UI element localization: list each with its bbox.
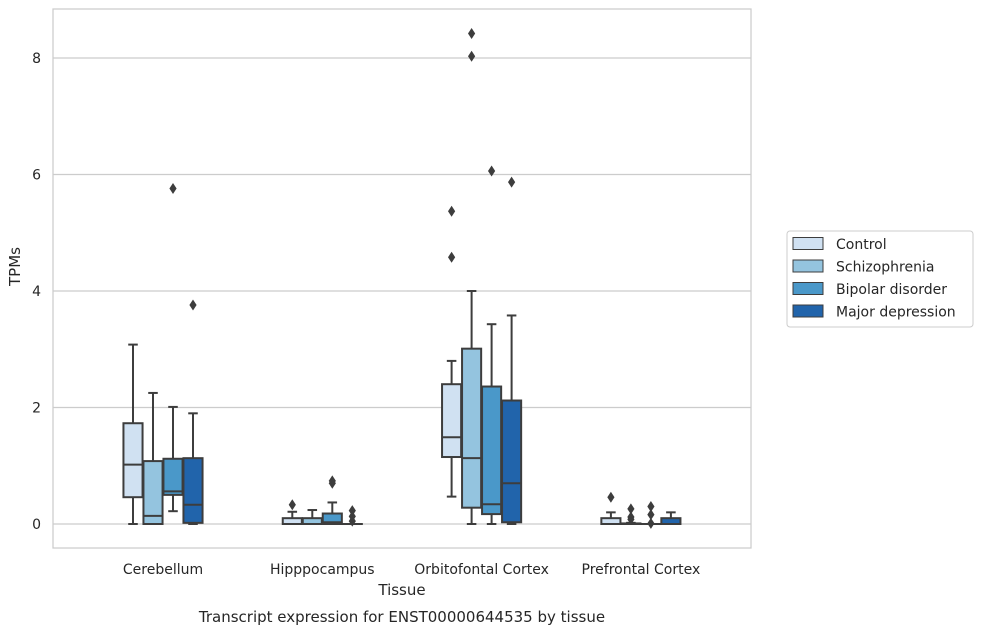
outlier-point [348,505,356,517]
chart-caption: Transcript expression for ENST0000064453… [198,608,605,626]
y-tick-label: 8 [32,51,41,67]
y-tick-label: 2 [32,401,41,417]
legend-label: Control [836,237,887,253]
box-iqr [182,457,204,524]
box-iqr [501,399,523,524]
box [182,299,204,525]
legend-frame [786,230,974,328]
legend-item: Schizophrenia [792,259,934,276]
box [600,491,622,525]
box-series [122,28,682,529]
outlier-point [488,165,496,177]
box-iqr [162,457,184,496]
box [620,503,642,525]
x-tick-label: Orbitofontal Cortex [414,562,549,578]
outlier-point [607,491,615,503]
x-tick-label: Cerebellum [123,562,203,578]
box [142,391,164,525]
plot-frame [52,8,752,549]
legend-swatch [792,259,824,273]
x-tick-labels: Cerebellum Hipppocampus Orbitofontal Corte… [123,562,700,578]
legend: Control Schizophrenia Bipolar disorder Majo… [786,230,974,328]
box [301,509,323,525]
outlier-point [647,509,655,521]
outlier-point [348,510,356,522]
outlier-point [468,50,476,62]
box-iqr [122,422,144,499]
legend-swatch [792,304,824,318]
outlier-point [328,475,336,487]
outlier-point [169,182,177,194]
box [660,511,682,525]
legend-item: Bipolar disorder [792,282,947,298]
legend-item: Major depression [792,304,956,321]
outlier-point [647,517,655,529]
legend-swatch [792,282,824,295]
y-tick-label: 0 [32,517,41,533]
x-axis-label: Tissue [377,581,425,599]
y-axis-label: TPMs [6,247,24,287]
outlier-point [448,205,456,217]
series-major-depression [182,176,682,527]
x-tick-label: Hipppocampus [270,562,375,578]
box-iqr [481,385,503,516]
legend-label: Major depression [836,305,956,321]
box-iqr [142,460,164,525]
legend-item: Control [792,237,887,253]
outlier-point [189,299,197,311]
box [501,176,523,525]
box [341,505,363,527]
outlier-point [508,176,516,188]
box [122,343,144,525]
x-tick-label: Prefrontal Cortex [582,562,701,578]
outlier-point [288,499,296,511]
box-iqr [461,347,483,509]
y-tick-labels: 0 2 4 6 8 [32,51,41,533]
outlier-point [647,501,655,513]
series-control [122,205,622,525]
y-tick-label: 4 [32,284,41,300]
outlier-point [448,251,456,263]
legend-swatch [792,237,824,250]
box-iqr [321,512,343,526]
box [461,28,483,525]
y-tick-label: 6 [32,168,41,184]
outlier-point [627,511,635,523]
outlier-point [627,503,635,515]
box [441,205,463,498]
box [321,475,343,526]
legend-label: Bipolar disorder [836,282,947,298]
legend-label: Schizophrenia [836,260,934,276]
box-iqr [441,383,463,459]
outlier-point [468,28,476,40]
series-schizophrenia [142,28,642,525]
series-bipolar-disorder [162,165,662,529]
